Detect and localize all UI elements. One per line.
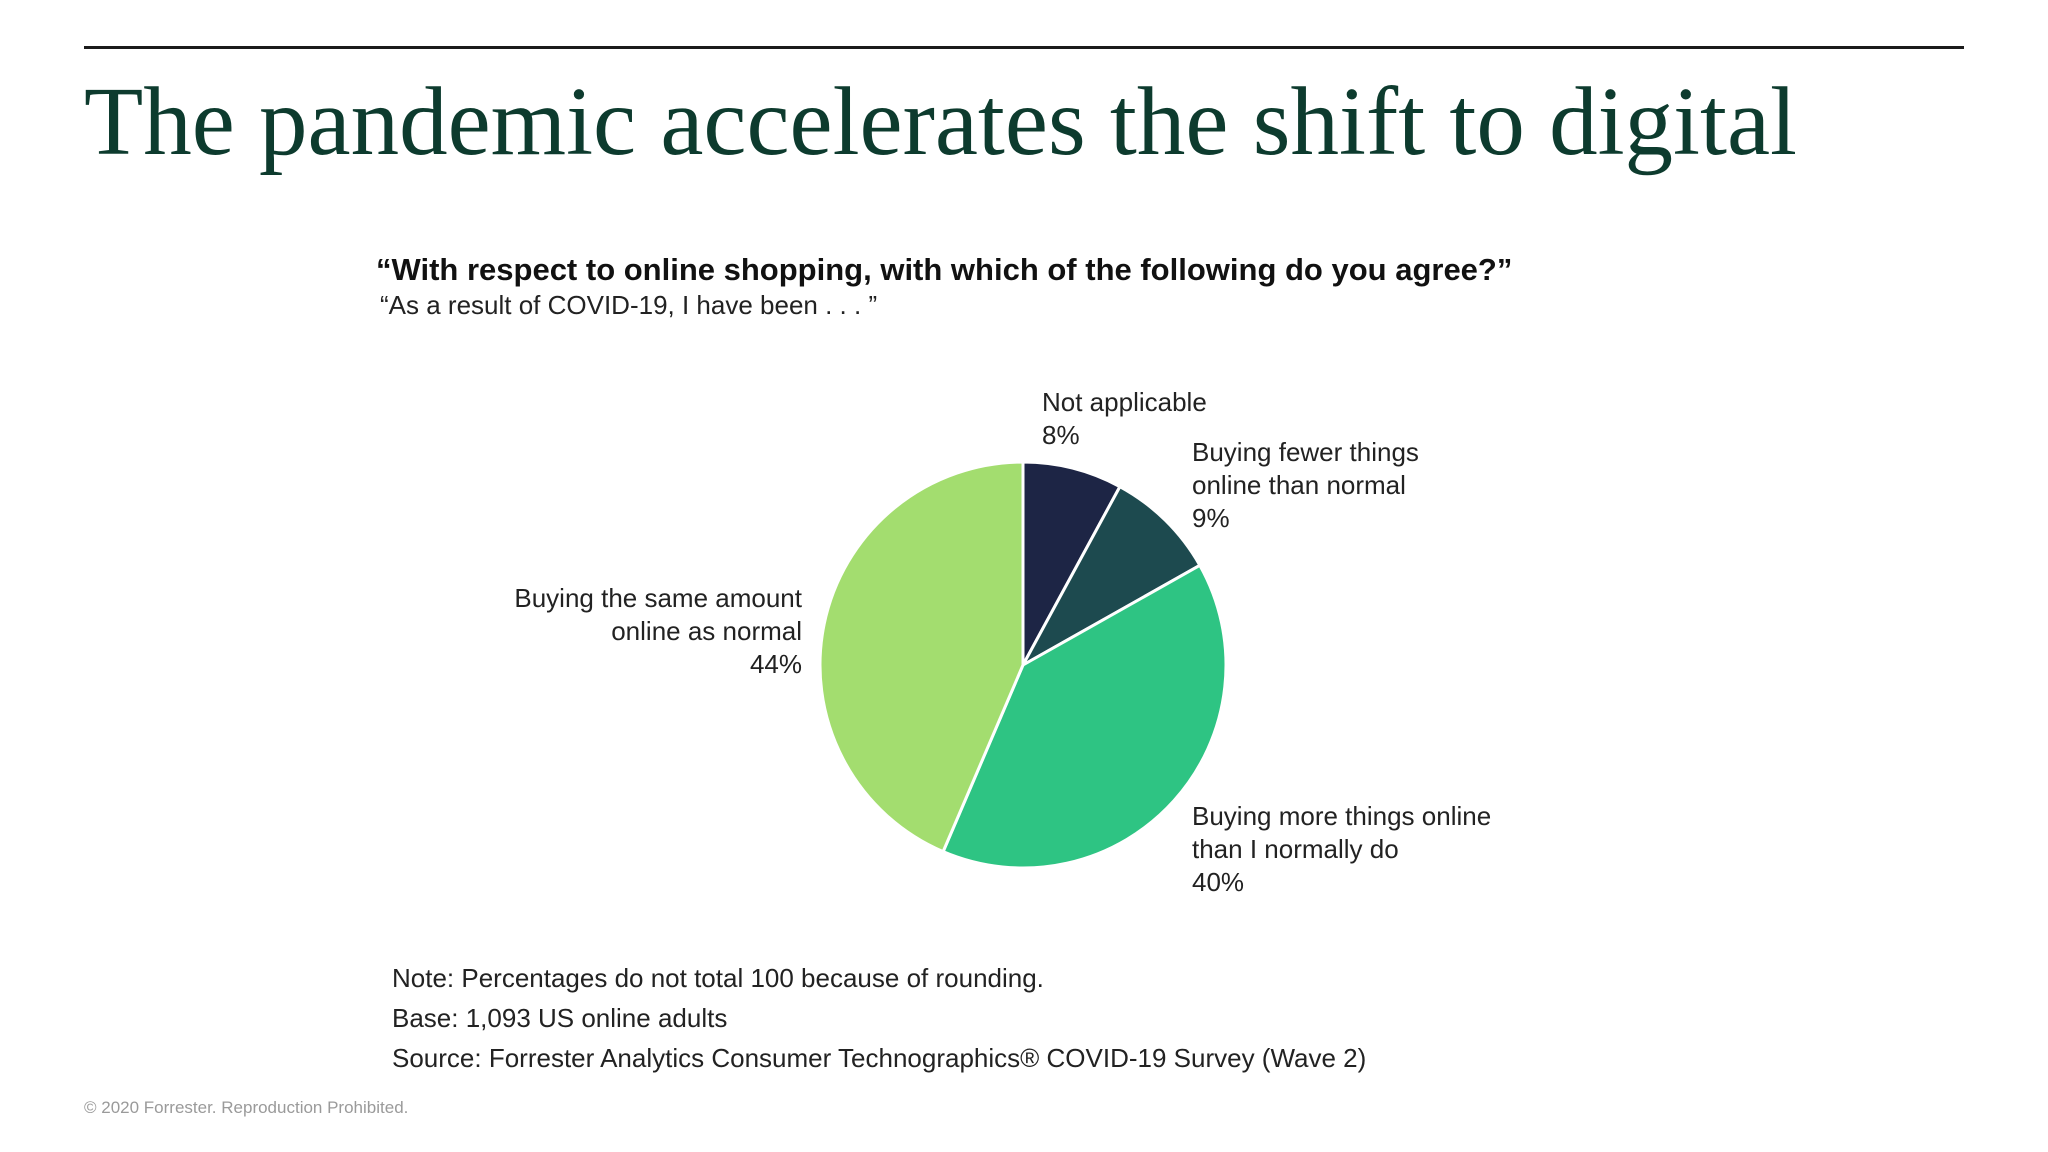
pie-slice-1 [1021, 485, 1202, 667]
slice-label-not-applicable: Not applicable 8% [1042, 386, 1207, 452]
slice-value: 8% [1042, 420, 1080, 450]
chart-title: “With respect to online shopping, with w… [376, 252, 1513, 287]
top-divider [84, 46, 1964, 49]
pie-slice-0 [1021, 460, 1122, 667]
note-text: Note: Percentages do not total 100 becau… [392, 963, 1044, 993]
slice-label-text: Not applicable [1042, 387, 1207, 417]
slice-label-text: online as normal [611, 616, 802, 646]
slide-title: The pandemic accelerates the shift to di… [84, 68, 1797, 175]
slice-label-text: Buying more things online [1192, 801, 1492, 831]
slice-value: 9% [1192, 503, 1230, 533]
source-text: Source: Forrester Analytics Consumer Tec… [392, 1043, 1367, 1073]
slice-label-buying-more: Buying more things online than I normall… [1192, 800, 1491, 899]
slice-label-text: Buying the same amount [514, 583, 802, 613]
slice-value: 44% [749, 649, 802, 679]
slice-label-buying-fewer: Buying fewer things online than normal 9… [1192, 436, 1419, 535]
slice-value: 40% [1192, 867, 1245, 897]
copyright-notice: © 2020 Forrester. Reproduction Prohibite… [84, 1098, 409, 1117]
slice-label-text: Buying fewer things [1192, 437, 1419, 467]
base-text: Base: 1,093 US online adults [392, 1003, 728, 1033]
chart-subtitle: “As a result of COVID-19, I have been . … [380, 290, 878, 320]
pie-slice-2 [941, 563, 1228, 870]
slice-label-text: than I normally do [1192, 834, 1399, 864]
slice-label-text: online than normal [1192, 470, 1406, 500]
chart-notes: Note: Percentages do not total 100 becau… [392, 958, 1366, 1078]
pie-slice-3 [818, 460, 1025, 854]
slice-label-buying-same: Buying the same amount online as normal … [480, 582, 802, 681]
